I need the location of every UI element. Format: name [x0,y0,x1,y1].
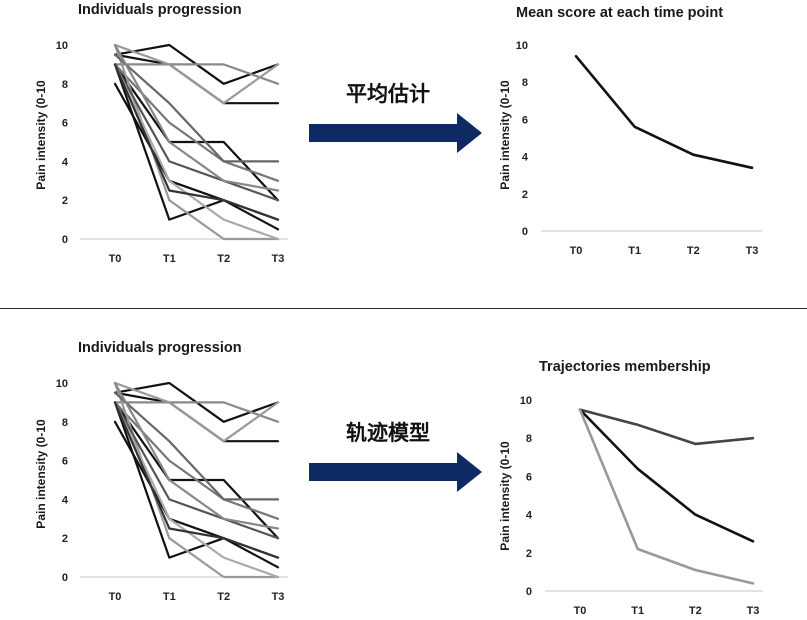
y-tick-label: 2 [62,533,68,545]
chart-title-individuals-bottom: Individuals progression [78,340,242,356]
x-tick-label: T0 [109,253,122,265]
y-tick-label: 0 [522,226,528,238]
chart-title-individuals-top: Individuals progression [78,2,242,18]
arrow-label-mean-estimate: 平均估计 [346,82,430,106]
series-line [113,63,280,202]
y-tick-label: 8 [62,417,68,429]
arrow-label-trajectory-model: 轨迹模型 [346,421,430,445]
chart-title-trajectories: Trajectories membership [539,359,711,375]
x-tick-label: T1 [163,591,176,603]
y-tick-label: 10 [56,40,68,52]
y-tick-label: 8 [522,77,528,89]
x-tick-label: T3 [747,605,760,617]
series-line [113,63,280,221]
y-tick-label: 0 [62,234,68,246]
series-line [574,54,754,170]
series-line [113,401,280,559]
y-tick-label: 10 [516,40,528,52]
series-line [113,391,280,501]
chart-title-mean-score: Mean score at each time point [516,5,724,21]
x-tick-label: T2 [687,245,700,257]
y-tick-label: 0 [526,586,532,598]
x-tick-label: T0 [570,245,583,257]
x-tick-label: T0 [574,605,587,617]
series-line [113,43,280,105]
y-tick-label: 10 [520,395,532,407]
x-tick-label: T2 [689,605,702,617]
y-tick-label: 6 [62,118,68,130]
series-line [113,401,280,569]
y-tick-label: 4 [62,494,69,506]
y-tick-label: 4 [526,510,533,522]
series-line [578,408,755,585]
x-tick-label: T2 [217,253,230,265]
series-line [113,401,280,540]
series-line [578,408,755,446]
y-tick-label: 4 [522,152,529,164]
series-line [113,401,280,579]
x-tick-label: T0 [109,591,122,603]
series-line [113,63,280,231]
series-line [113,43,280,192]
y-tick-label: 6 [526,471,532,483]
y-tick-label: 4 [62,156,69,168]
series-line [113,401,280,423]
y-tick-label: 0 [62,572,68,584]
section-divider [0,308,807,309]
x-tick-label: T1 [631,605,644,617]
y-tick-label: 2 [526,548,532,560]
y-tick-label: 6 [62,456,68,468]
arrow-shape [309,452,482,492]
x-tick-label: T1 [163,253,176,265]
y-tick-label: 8 [62,79,68,91]
x-tick-label: T2 [217,591,230,603]
arrow-shape [309,113,482,153]
series-line [113,53,280,163]
x-tick-label: T1 [628,245,641,257]
y-tick-label: 10 [56,378,68,390]
x-tick-label: T3 [272,253,285,265]
y-tick-label: 2 [62,195,68,207]
series-line [113,63,280,241]
x-tick-label: T3 [272,591,285,603]
y-tick-label: 2 [522,189,528,201]
x-tick-label: T3 [746,245,759,257]
y-tick-label: 8 [526,433,532,445]
series-line [113,63,280,85]
series-line [113,381,280,530]
y-tick-label: 6 [522,114,528,126]
series-line [578,408,755,543]
series-line [113,381,280,443]
